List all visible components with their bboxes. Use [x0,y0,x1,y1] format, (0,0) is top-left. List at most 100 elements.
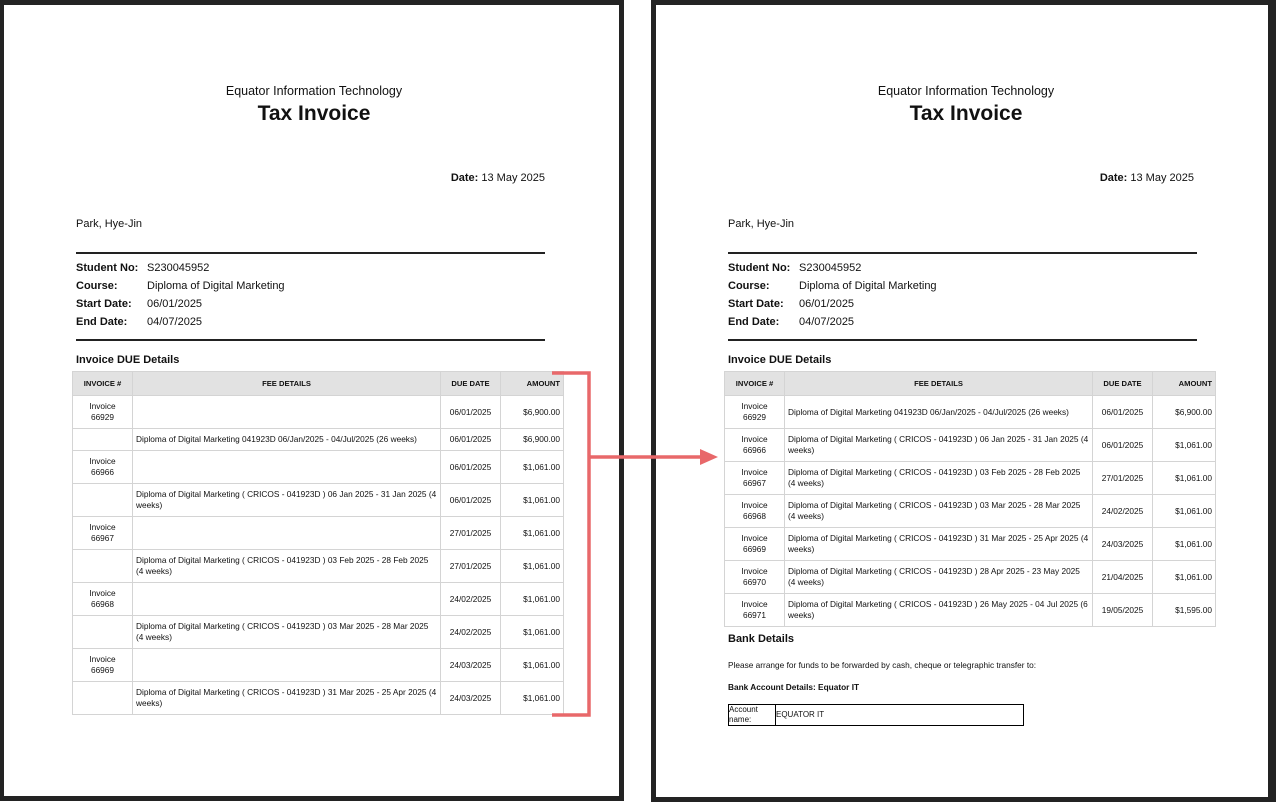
info-label: Start Date: [76,298,132,310]
due-date: 24/03/2025 [440,681,501,715]
info-row: Student No: S230045952 [728,262,937,280]
column-header: AMOUNT [1152,371,1216,396]
company-name: Equator Information Technology [225,84,403,98]
amount: $1,061.00 [1152,428,1216,462]
table-row: Diploma of Digital Marketing ( CRICOS - … [72,483,564,517]
column-header: INVOICE # [72,371,133,396]
invoice-table: INVOICE # FEE DETAILS DUE DATE AMOUNT Invoic… [724,371,1216,627]
fee-details: Diploma of Digital Marketing ( CRICOS - … [784,527,1093,561]
due-date: 21/04/2025 [1092,560,1153,594]
fee-details: Diploma of Digital Marketing ( CRICOS - … [132,615,441,649]
due-date: 24/03/2025 [440,648,501,682]
invoice-number: Invoice 66966 [724,428,785,462]
divider [728,252,1197,254]
invoice-date: Date: 13 May 2025 [451,172,545,184]
table-row: Invoice 66929 06/01/2025 $6,900.00 [72,395,564,429]
account-value: EQUATOR IT [775,704,1024,726]
due-date: 24/03/2025 [1092,527,1153,561]
bank-account-table: Account name: EQUATOR IT [728,704,1024,726]
table-row: Diploma of Digital Marketing 041923D 06/… [72,428,564,451]
bank-instruction: Please arrange for funds to be forwarded… [728,660,1037,670]
info-label: End Date: [728,316,780,328]
invoice-number: Invoice 66967 [72,516,133,550]
fee-details: Diploma of Digital Marketing 041923D 06/… [132,428,441,451]
amount: $1,595.00 [1152,593,1216,627]
info-value: 04/07/2025 [147,316,203,328]
info-label: Course: [76,280,118,292]
invoice-number: Invoice 66929 [724,395,785,429]
invoice-number [72,615,133,649]
info-row: Student No: S230045952 [76,262,285,280]
amount: $1,061.00 [500,615,564,649]
amount: $1,061.00 [500,681,564,715]
student-info: Student No: S230045952 Course: Diploma of D… [728,262,937,334]
column-header: INVOICE # [724,371,785,396]
info-row: Course: Diploma of Digital Marketing [728,280,937,298]
info-row: Course: Diploma of Digital Marketing [76,280,285,298]
table-header-row: INVOICE # FEE DETAILS DUE DATE AMOUNT [724,371,1216,396]
bank-account-heading: Bank Account Details: Equator IT [728,682,860,692]
due-date: 24/02/2025 [440,582,501,616]
info-row: Start Date: 06/01/2025 [728,298,937,316]
table-row: Invoice 66969 Diploma of Digital Marketin… [724,527,1216,561]
info-row: End Date: 04/07/2025 [76,316,285,334]
table-row: Diploma of Digital Marketing ( CRICOS - … [72,681,564,715]
column-header: FEE DETAILS [132,371,441,396]
change-annotation-arrow [552,371,718,717]
fee-details: Diploma of Digital Marketing ( CRICOS - … [132,681,441,715]
table-row: Diploma of Digital Marketing ( CRICOS - … [72,615,564,649]
column-header: DUE DATE [1092,371,1153,396]
column-header: DUE DATE [440,371,501,396]
account-label: Account name: [728,704,776,726]
fee-details: Diploma of Digital Marketing ( CRICOS - … [132,549,441,583]
due-date: 06/01/2025 [1092,428,1153,462]
date-label: Date: [1099,172,1128,184]
divider [76,339,545,341]
table-header-row: INVOICE # FEE DETAILS DUE DATE AMOUNT [72,371,564,396]
table-row: Diploma of Digital Marketing ( CRICOS - … [72,549,564,583]
info-value: S230045952 [799,262,862,274]
amount: $1,061.00 [1152,494,1216,528]
invoice-number: Invoice 66968 [724,494,785,528]
info-label: Student No: [728,262,791,274]
info-label: Start Date: [728,298,784,310]
invoice-page-after: Equator Information Technology Tax Invoi… [651,0,1276,802]
due-date: 24/02/2025 [1092,494,1153,528]
table-row: Invoice 66968 Diploma of Digital Marketin… [724,494,1216,528]
info-label: Student No: [76,262,139,274]
due-date: 19/05/2025 [1092,593,1153,627]
invoice-date: Date: 13 May 2025 [1100,172,1194,184]
info-label: End Date: [76,316,128,328]
invoice-page-before: Equator Information Technology Tax Invoi… [0,0,624,801]
invoice-number [72,549,133,583]
table-row: Invoice 66968 24/02/2025 $1,061.00 [72,582,564,616]
amount: $1,061.00 [500,516,564,550]
amount: $1,061.00 [500,483,564,517]
fee-details: Diploma of Digital Marketing ( CRICOS - … [784,494,1093,528]
amount: $1,061.00 [1152,560,1216,594]
fee-details: Diploma of Digital Marketing ( CRICOS - … [132,483,441,517]
bank-details-heading: Bank Details [728,633,795,645]
info-row: Start Date: 06/01/2025 [76,298,285,316]
amount: $1,061.00 [500,582,564,616]
due-date: 06/01/2025 [440,428,501,451]
due-date: 06/01/2025 [440,395,501,429]
invoice-table: INVOICE # FEE DETAILS DUE DATE AMOUNT Invoic… [72,371,564,715]
table-row: Invoice 66967 Diploma of Digital Marketin… [724,461,1216,495]
date-label: Date: [450,172,479,184]
info-value: S230045952 [147,262,210,274]
fee-details: Diploma of Digital Marketing 041923D 06/… [784,395,1093,429]
arrow-head-icon [700,449,718,465]
fee-details: Diploma of Digital Marketing ( CRICOS - … [784,461,1093,495]
table-row: Invoice 66929 Diploma of Digital Marketin… [724,395,1216,429]
invoice-number: Invoice 66969 [72,648,133,682]
fee-details [132,450,441,484]
fee-details [132,582,441,616]
due-date: 24/02/2025 [440,615,501,649]
student-name: Park, Hye-Jin [76,218,143,230]
info-value: 06/01/2025 [147,298,203,310]
due-date: 27/01/2025 [440,549,501,583]
info-value: 04/07/2025 [799,316,855,328]
invoice-number [72,428,133,451]
divider [728,339,1197,341]
